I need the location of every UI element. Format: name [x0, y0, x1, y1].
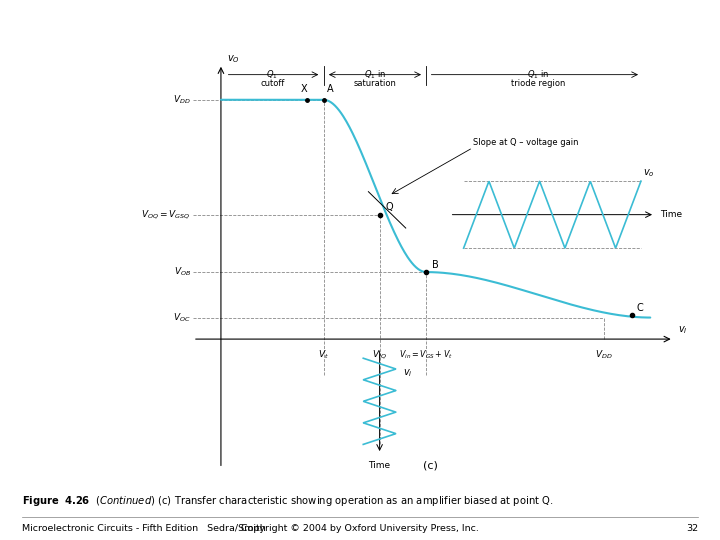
Text: Microelectronic Circuits - Fifth Edition   Sedra/Smith: Microelectronic Circuits - Fifth Edition…: [22, 524, 266, 532]
Text: Time: Time: [369, 461, 391, 470]
Text: Copyright © 2004 by Oxford University Press, Inc.: Copyright © 2004 by Oxford University Pr…: [241, 524, 479, 532]
Text: $Q_1$: $Q_1$: [266, 68, 278, 80]
Text: saturation: saturation: [354, 79, 397, 88]
Text: triode region: triode region: [511, 79, 565, 88]
Text: $V_{DD}$: $V_{DD}$: [595, 349, 613, 361]
Text: $V_{DD}$: $V_{DD}$: [173, 93, 191, 106]
Text: X: X: [301, 84, 307, 94]
Text: $V_{OQ} = V_{GSQ}$: $V_{OQ} = V_{GSQ}$: [141, 208, 191, 221]
Text: (c): (c): [423, 461, 438, 471]
Text: $\mathbf{Figure\ \ 4.26}$  $\mathit{(Continued)}$ (c) Transfer characteristic sh: $\mathbf{Figure\ \ 4.26}$ $\mathit{(Cont…: [22, 494, 553, 508]
Text: 32: 32: [686, 524, 698, 532]
Text: $V_t$: $V_t$: [318, 349, 329, 361]
Text: $V_{in} = V_{GS} + V_t$: $V_{in} = V_{GS} + V_t$: [400, 349, 453, 361]
Text: Time: Time: [660, 210, 682, 219]
Text: $v_O$: $v_O$: [227, 53, 239, 65]
Text: A: A: [328, 84, 334, 94]
Text: $v_I$: $v_I$: [678, 323, 688, 335]
Text: C: C: [636, 303, 643, 313]
Text: Slope at Q – voltage gain: Slope at Q – voltage gain: [473, 138, 578, 147]
Text: $V_{OC}$: $V_{OC}$: [173, 311, 191, 324]
Text: $Q_1$ in: $Q_1$ in: [364, 68, 386, 80]
Text: $V_{IQ}$: $V_{IQ}$: [372, 349, 387, 361]
Text: $v_i$: $v_i$: [403, 367, 413, 379]
Text: $v_o$: $v_o$: [643, 167, 655, 179]
Text: $V_{OB}$: $V_{OB}$: [174, 266, 191, 278]
Text: cutoff: cutoff: [260, 79, 284, 88]
Text: B: B: [432, 260, 438, 269]
Text: $Q_1$ in: $Q_1$ in: [527, 68, 549, 80]
Text: Q: Q: [385, 202, 393, 212]
